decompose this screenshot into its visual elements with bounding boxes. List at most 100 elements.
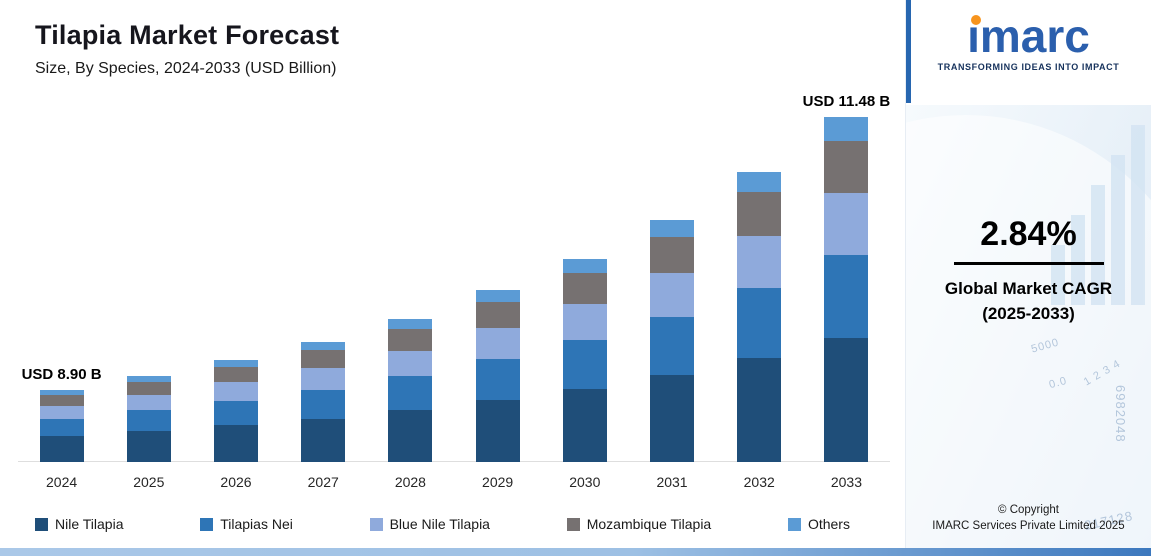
x-axis-label-2028: 2028 (394, 474, 426, 490)
x-axis-label-2024: 2024 (46, 474, 78, 490)
x-axis-label-2032: 2032 (743, 474, 775, 490)
bar-segment-mozambique-tilapia (39, 395, 84, 406)
legend-swatch-icon (200, 517, 214, 531)
stacked-bar (650, 220, 695, 462)
bar-segment-mozambique-tilapia (126, 382, 171, 395)
bar-segment-tilapias-nei (824, 254, 869, 338)
decor-bar-chart (1051, 125, 1145, 305)
copyright: © Copyright IMARC Services Private Limit… (906, 502, 1151, 534)
bar-group-2025 (105, 376, 192, 462)
legend-swatch-icon (787, 517, 801, 531)
cagr-label: Global Market CAGR (2025-2033) (906, 277, 1151, 326)
bar-segment-blue-nile-tilapia (650, 273, 695, 317)
stacked-bar (737, 172, 782, 462)
legend-label: Blue Nile Tilapia (389, 516, 490, 532)
bar-value-label: USD 8.90 B (21, 366, 102, 383)
cagr-label-line1: Global Market CAGR (944, 279, 1113, 298)
legend-swatch-icon (35, 517, 48, 531)
legend-item-tilapias-nei: Tilapias Nei (200, 516, 293, 532)
cagr-value: 2.84% (980, 215, 1077, 253)
bar-segment-tilapias-nei (475, 358, 520, 401)
stacked-bar (301, 342, 346, 462)
copyright-line1: © Copyright (998, 503, 1059, 516)
legend-label: Nile Tilapia (55, 516, 124, 532)
bar-segment-blue-nile-tilapia (126, 394, 171, 411)
x-axis-label-2029: 2029 (482, 474, 514, 490)
bar-segment-mozambique-tilapia (475, 301, 520, 328)
bar-segment-mozambique-tilapia (388, 329, 433, 351)
decor-swoosh (906, 115, 1151, 548)
bar-segment-others (214, 360, 258, 368)
stacked-bar (214, 360, 258, 462)
chart-title: Tilapia Market Forecast (35, 20, 340, 50)
x-axis-label-2031: 2031 (656, 474, 688, 490)
bar-segment-blue-nile-tilapia (301, 368, 346, 390)
legend-item-nile-tilapia: Nile Tilapia (35, 516, 123, 532)
bar-segment-nile-tilapia (214, 425, 258, 462)
x-axis-label-2026: 2026 (220, 474, 252, 490)
imarc-logo-orange-dot-icon (971, 15, 982, 25)
legend-swatch-icon (369, 517, 383, 531)
bar-group-2024: USD 8.90 B (18, 366, 105, 462)
bar-segment-mozambique-tilapia (824, 141, 869, 193)
stacked-bar (126, 376, 171, 462)
decorative-background: 5000 0.0 1 2 3 4 6982048 217128 (906, 105, 1151, 548)
cagr-label-line2: (2025-2033) (982, 303, 1075, 323)
bar-segment-others (650, 220, 695, 237)
bar-segment-others (39, 390, 84, 396)
cagr-block: 2.84% Global Market CAGR (2025-2033) (906, 215, 1151, 326)
bar-group-2031 (628, 220, 715, 462)
bar-segment-tilapias-nei (737, 287, 782, 358)
legend-item-mozambique-tilapia: Mozambique Tilapia (566, 516, 712, 532)
stacked-bar (562, 259, 607, 462)
bar-group-2030 (541, 259, 628, 462)
bar-segment-mozambique-tilapia (214, 367, 258, 383)
bar-segment-nile-tilapia (388, 410, 433, 462)
bottom-accent-strip (0, 548, 1151, 556)
bar-group-2029 (454, 290, 541, 462)
brand-panel: 5000 0.0 1 2 3 4 6982048 217128 ımarc TR… (905, 0, 1151, 548)
chart-subtitle: Size, By Species, 2024-2033 (USD Billion… (35, 60, 337, 77)
bar-segment-tilapias-nei (39, 418, 84, 437)
cagr-underline (953, 262, 1104, 265)
imarc-logo: ımarc TRANSFORMING IDEAS INTO IMPACT (906, 12, 1151, 72)
bar-segment-tilapias-nei (562, 340, 607, 389)
bar-segment-blue-nile-tilapia (824, 192, 869, 255)
bar-segment-nile-tilapia (562, 388, 607, 462)
legend-swatch-icon (566, 517, 580, 531)
bar-segment-mozambique-tilapia (737, 192, 782, 236)
bar-segment-others (562, 259, 607, 274)
x-axis-label-2025: 2025 (133, 474, 165, 490)
bar-segment-blue-nile-tilapia (39, 405, 84, 419)
bar-segment-blue-nile-tilapia (388, 350, 433, 377)
bar-segment-nile-tilapia (824, 337, 869, 462)
bar-segment-blue-nile-tilapia (737, 235, 782, 288)
bar-segment-tilapias-nei (214, 400, 258, 426)
bar-segment-mozambique-tilapia (562, 273, 607, 304)
x-axis-line (18, 461, 890, 462)
bar-segment-others (126, 376, 171, 382)
bar-segment-tilapias-nei (388, 376, 433, 411)
bar-group-2033: USD 11.48 B (803, 93, 890, 462)
bar-value-label: USD 11.48 B (802, 93, 891, 110)
bar-segment-nile-tilapia (475, 400, 520, 462)
stacked-bar (39, 390, 84, 462)
bar-segment-nile-tilapia (301, 418, 346, 462)
x-axis-label-2033: 2033 (830, 474, 862, 490)
bar-segment-nile-tilapia (39, 436, 84, 462)
legend-item-blue-nile-tilapia: Blue Nile Tilapia (369, 516, 490, 532)
bar-segment-nile-tilapia (126, 430, 171, 462)
bar-segment-others (475, 290, 520, 302)
bar-segment-tilapias-nei (301, 389, 346, 419)
bar-group-2027 (280, 342, 367, 462)
bar-group-2026 (192, 360, 279, 462)
panel-accent-bar (906, 0, 911, 103)
chart-section: Tilapia Market Forecast Size, By Species… (18, 20, 891, 532)
bar-segment-blue-nile-tilapia (475, 327, 520, 359)
legend-label: Mozambique Tilapia (586, 516, 712, 532)
legend-item-others: Others (787, 516, 850, 532)
bar-segment-others (301, 342, 346, 351)
bar-segment-blue-nile-tilapia (562, 303, 607, 341)
stacked-bar (475, 290, 520, 462)
